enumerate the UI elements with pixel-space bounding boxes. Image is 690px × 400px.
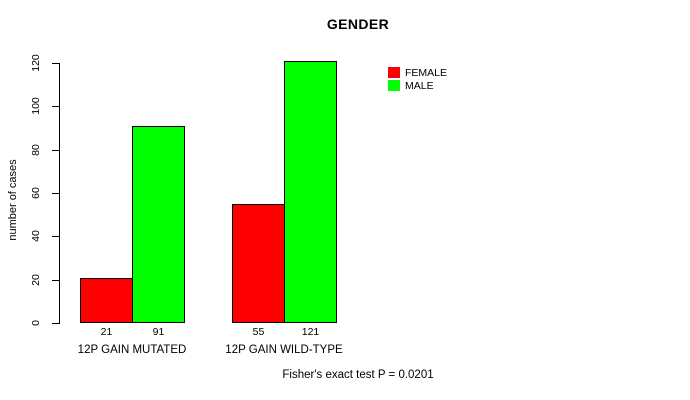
legend-swatch-female (388, 67, 400, 78)
y-axis-tick (52, 106, 59, 108)
y-tick-label: 0 (30, 320, 42, 326)
y-axis-line (59, 63, 60, 324)
bar-value-label: 121 (301, 326, 320, 338)
y-axis-tick (52, 193, 59, 194)
y-tick-label: 100 (30, 97, 42, 116)
y-axis-tick (52, 149, 59, 151)
y-tick-label: 40 (30, 230, 42, 243)
bar-value-label: 55 (252, 326, 265, 338)
bar-female-0 (80, 277, 133, 323)
x-category-label: 12P GAIN WILD-TYPE (225, 344, 343, 356)
legend-label: MALE (405, 79, 434, 92)
legend-swatch-male (388, 80, 400, 91)
y-axis-tick (52, 236, 59, 238)
stat-annotation: Fisher's exact test P = 0.0201 (282, 369, 434, 381)
y-axis-tick (52, 279, 59, 281)
legend: FEMALE MALE (388, 66, 447, 92)
bar-value-label: 91 (152, 326, 165, 338)
legend-item-male: MALE (388, 79, 447, 92)
legend-label: FEMALE (405, 66, 448, 79)
bar-male-1 (284, 60, 337, 323)
bar-female-1 (232, 203, 285, 323)
y-tick-label: 80 (30, 143, 42, 156)
y-tick-label: 20 (30, 273, 42, 286)
bar-value-label: 21 (100, 326, 113, 338)
y-axis-tick (52, 63, 59, 64)
bar-male-0 (132, 125, 185, 323)
legend-item-female: FEMALE (388, 66, 447, 79)
y-tick-label: 120 (30, 54, 42, 72)
x-category-label: 12P GAIN MUTATED (77, 344, 187, 356)
chart-title: GENDER (326, 16, 390, 32)
y-tick-label: 60 (30, 187, 42, 199)
y-axis-tick (52, 323, 59, 324)
